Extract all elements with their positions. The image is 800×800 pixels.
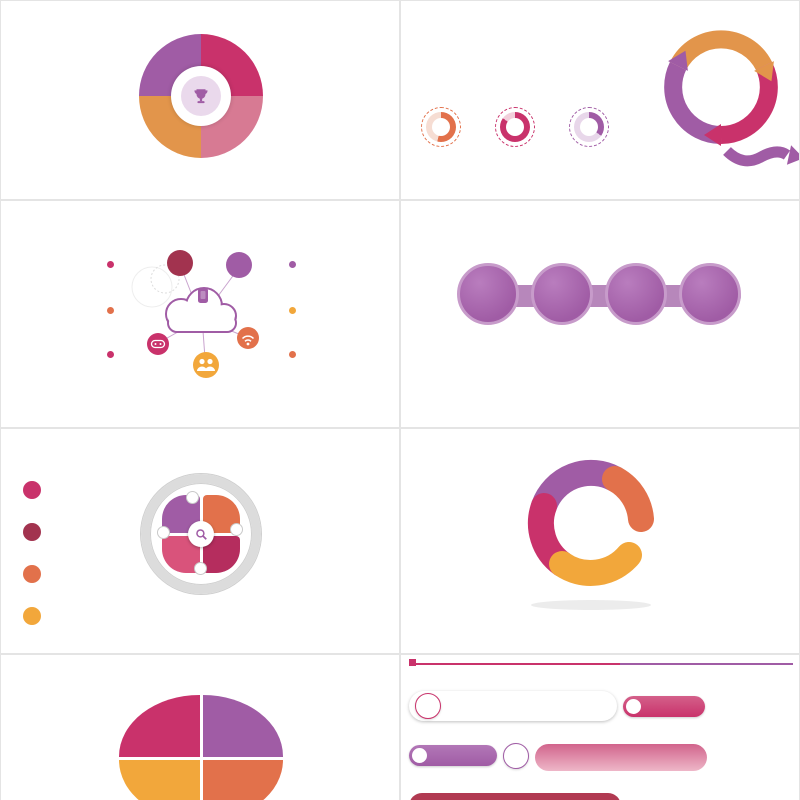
donut-ring [574,112,604,142]
option-row-1 [409,691,617,721]
puzzle-number [203,695,284,757]
list-item [263,565,353,567]
present-block [679,595,753,597]
option-badge [415,693,441,719]
number-badge [157,526,170,539]
phone-icon [198,288,208,303]
number-badge [230,523,243,536]
text-here-tag [623,696,705,717]
present-block [529,353,597,355]
number-badge [186,491,199,504]
donut-ring [426,112,456,142]
pen-icon [23,481,41,499]
c-puzzle-graphic [521,445,661,615]
option-quote-capsule [535,744,707,771]
slide-4-thumbnail[interactable] [400,200,800,428]
mail-icon [167,250,193,276]
present-block [21,305,99,307]
divider-line [409,663,793,665]
slide-2-thumbnail[interactable] [400,0,800,200]
step-circle [457,263,519,325]
step-circle [531,263,593,325]
bullet-dot [107,261,114,268]
bullet-dot [107,307,114,314]
list-item [23,481,113,499]
wifi-icon [237,327,259,349]
magnifier-icon [188,521,214,547]
present-block [443,579,517,581]
list-item [23,607,113,625]
donut-ring [500,112,530,142]
puzzle-number [119,695,200,757]
ellipse-puzzle-graphic [119,695,283,800]
mail-icon [23,523,41,541]
options-donut-diagram [139,34,263,158]
clock-icon [412,748,427,763]
donut-chart-type-b [495,107,540,147]
feature-item [27,43,137,45]
step-circle [679,263,741,325]
list-item [263,607,353,609]
bullet-dot [289,261,296,268]
present-block [709,751,791,753]
technology-network-graphic [131,250,259,378]
puzzle-piece [119,695,200,757]
option-badge [503,743,529,769]
present-block [301,719,379,721]
bullet-dot [289,351,296,358]
number-badge [194,562,207,575]
present-block [21,259,99,261]
slide-1-thumbnail[interactable] [0,0,400,200]
bullet-dot [107,351,114,358]
feature-item [281,43,391,45]
present-block [677,353,745,355]
puzzle-piece [202,695,284,757]
slide-3-thumbnail[interactable] [0,200,400,428]
present-block [500,69,564,71]
pencil-icon [626,699,641,714]
puzzle-number [119,760,200,800]
bullet-dot [289,307,296,314]
list-item [263,523,353,525]
star-icon [23,607,41,625]
feature-item [281,123,391,125]
puzzle-piece [202,759,284,800]
present-block [35,719,113,721]
list-item [23,565,113,583]
slide-5-thumbnail[interactable] [0,428,400,654]
present-block [431,505,505,507]
present-block [309,259,387,261]
present-block [679,507,753,509]
text-here-tag [409,745,497,766]
slide-6-thumbnail[interactable] [400,428,800,654]
arrow-up-icon [226,252,252,278]
divider-square [409,659,416,666]
list-item [23,523,113,541]
donut-chart-type-a [421,107,466,147]
cycle-arrows-graphic [664,30,799,167]
gamepad-icon [147,333,169,355]
present-block [603,353,671,355]
present-block [426,69,490,71]
present-block [309,349,387,351]
present-block [309,305,387,307]
list-item [263,481,353,483]
list-icon [23,565,41,583]
present-block [573,69,637,71]
donut-chart-type-c [569,107,614,147]
present-block [709,689,791,691]
step-circle [605,263,667,325]
present-block [455,353,523,355]
slide-7-thumbnail[interactable] [0,654,400,800]
feature-item [27,123,137,125]
puzzle-piece [119,759,200,800]
puzzle-circle-diagram [141,474,261,594]
puzzle-number [203,760,284,800]
option-quote-capsule [409,793,621,800]
present-block [21,349,99,351]
trophy-icon [181,76,221,116]
slide-8-thumbnail[interactable] [400,654,800,800]
people-icon [193,352,219,378]
